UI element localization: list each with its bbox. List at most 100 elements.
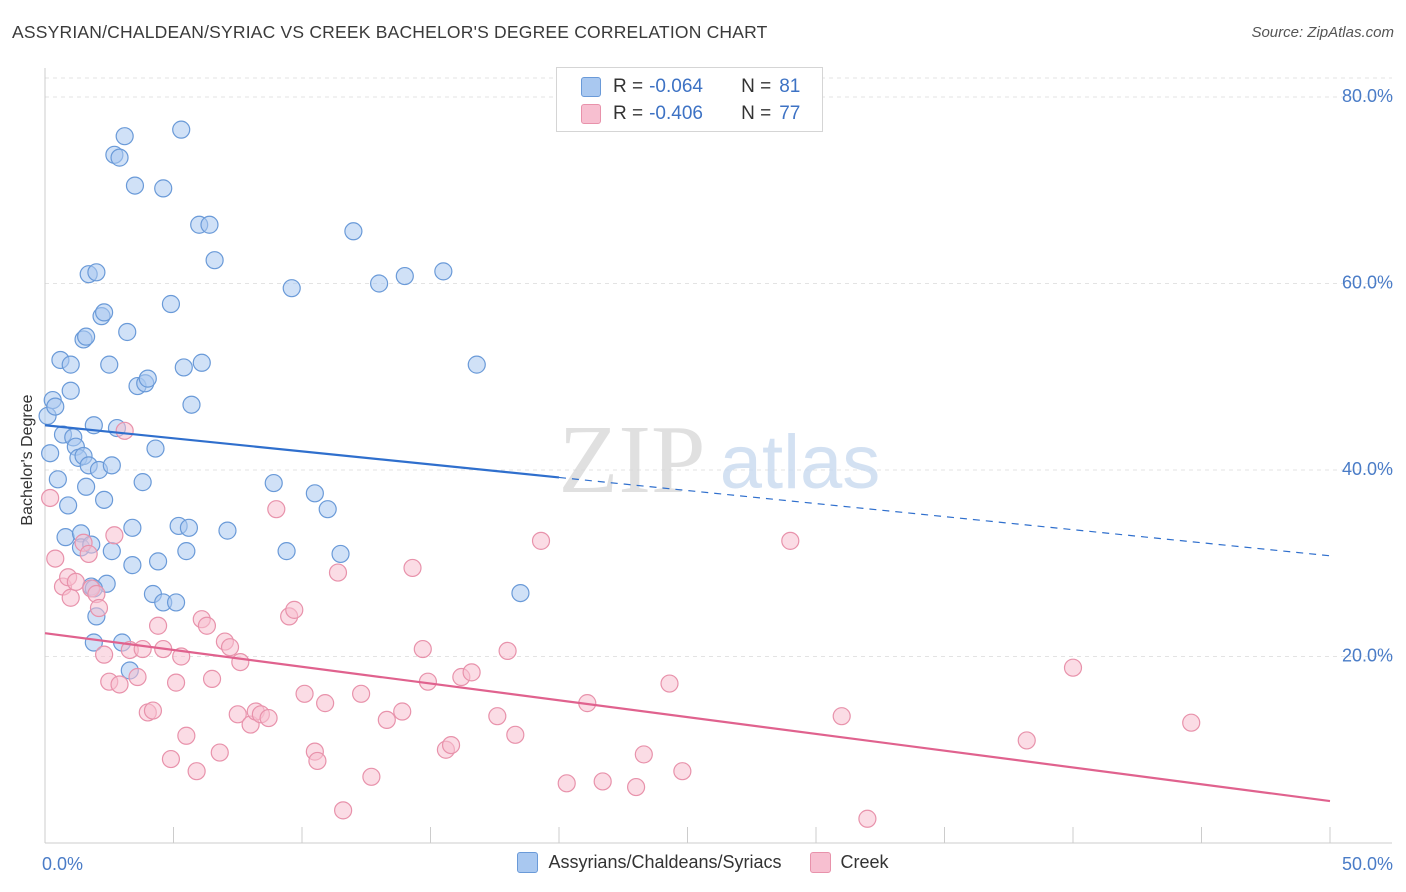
legend-n-label: N = xyxy=(741,76,772,97)
point-creek xyxy=(403,558,422,578)
x-tick-label-start: 0.0% xyxy=(42,854,83,874)
point-assyrians xyxy=(123,518,142,537)
legend-r-label: R = xyxy=(613,103,644,124)
point-creek xyxy=(89,598,109,618)
point-creek xyxy=(115,421,134,440)
series-legend: Assyrians/Chaldeans/Syriacs Creek xyxy=(0,852,1406,873)
point-creek xyxy=(781,531,800,550)
point-creek xyxy=(166,673,186,692)
legend-row-creek: R = -0.406 N = 77 xyxy=(581,101,800,127)
legend-r-value: -0.406 xyxy=(649,103,703,124)
point-assyrians xyxy=(77,477,96,496)
watermark-zip: ZIP xyxy=(559,406,706,514)
trend-lines xyxy=(44,424,1331,803)
point-creek xyxy=(202,669,222,688)
point-creek xyxy=(393,702,412,721)
point-creek xyxy=(462,663,481,682)
point-assyrians xyxy=(46,397,65,416)
point-assyrians xyxy=(277,542,296,561)
source-label: Source: ZipAtlas.com xyxy=(1251,24,1394,41)
point-assyrians xyxy=(61,381,80,400)
point-assyrians xyxy=(95,490,114,509)
point-assyrians xyxy=(282,279,301,298)
point-creek xyxy=(210,743,229,762)
point-creek xyxy=(267,500,286,519)
point-creek xyxy=(128,667,147,687)
point-creek xyxy=(61,588,80,607)
point-creek xyxy=(66,572,85,592)
point-creek xyxy=(1182,713,1201,732)
point-assyrians xyxy=(61,355,80,374)
point-creek xyxy=(362,767,381,786)
point-assyrians xyxy=(200,215,219,234)
point-assyrians xyxy=(434,262,453,281)
point-creek xyxy=(352,684,371,703)
point-assyrians xyxy=(100,355,119,374)
point-creek xyxy=(231,652,250,672)
point-assyrians xyxy=(148,552,168,571)
point-creek xyxy=(285,600,304,619)
point-assyrians xyxy=(48,470,67,489)
point-assyrians xyxy=(264,473,283,493)
legend-swatch-assyrians xyxy=(517,852,539,873)
point-assyrians xyxy=(161,294,181,314)
point-creek xyxy=(634,745,653,764)
point-creek xyxy=(557,774,576,793)
point-assyrians xyxy=(59,496,78,515)
y-tick-label: 40.0% xyxy=(1342,459,1393,479)
point-assyrians xyxy=(179,518,199,537)
point-assyrians xyxy=(172,120,191,139)
point-assyrians xyxy=(511,583,530,603)
point-creek xyxy=(488,707,507,726)
point-assyrians xyxy=(102,456,121,475)
point-assyrians xyxy=(123,556,142,575)
point-creek xyxy=(197,616,217,635)
point-assyrians xyxy=(146,439,165,458)
point-creek xyxy=(41,488,60,508)
y-tick-label: 20.0% xyxy=(1342,646,1393,666)
point-creek xyxy=(46,549,65,568)
point-creek xyxy=(660,674,679,693)
point-creek xyxy=(228,705,247,724)
point-assyrians xyxy=(102,542,121,561)
legend-item-assyrians[interactable]: Assyrians/Chaldeans/Syriacs xyxy=(517,852,782,873)
legend-n-value: 81 xyxy=(779,76,801,97)
point-creek xyxy=(133,639,152,659)
point-assyrians xyxy=(344,222,363,241)
point-assyrians xyxy=(56,528,75,547)
point-creek xyxy=(626,777,646,797)
legend-swatch-creek xyxy=(809,852,831,873)
point-creek xyxy=(832,707,851,726)
legend-swatch-creek xyxy=(581,104,601,124)
point-creek xyxy=(110,675,129,694)
point-creek xyxy=(308,751,327,771)
point-assyrians xyxy=(41,444,60,463)
legend-label-assyrians: Assyrians/Chaldeans/Syriacs xyxy=(548,852,782,872)
series-assyrians-points xyxy=(38,120,530,680)
legend-label-creek: Creek xyxy=(840,852,889,872)
point-assyrians xyxy=(77,327,96,346)
point-creek xyxy=(334,801,353,820)
legend-item-creek[interactable]: Creek xyxy=(809,852,889,873)
watermark-atlas: atlas xyxy=(720,420,881,505)
point-creek xyxy=(105,526,124,545)
point-assyrians xyxy=(166,593,186,612)
point-assyrians xyxy=(182,395,201,414)
point-creek xyxy=(259,708,278,728)
stats-legend: R = -0.064 N = 81 R = -0.406 N = 77 xyxy=(556,67,823,132)
trend-line-assyrians xyxy=(44,424,560,479)
legend-swatch-assyrians xyxy=(581,77,601,97)
point-assyrians xyxy=(118,322,137,342)
point-assyrians xyxy=(218,521,237,540)
point-creek xyxy=(143,701,163,720)
point-creek xyxy=(1063,658,1083,677)
point-creek xyxy=(413,639,432,659)
point-creek xyxy=(316,694,335,713)
point-creek xyxy=(328,563,348,582)
point-assyrians xyxy=(318,500,337,519)
point-creek xyxy=(673,762,692,781)
series-creek-points xyxy=(41,421,1201,828)
chart-title: ASSYRIAN/CHALDEAN/SYRIAC VS CREEK BACHEL… xyxy=(12,22,768,42)
y-tick-label: 60.0% xyxy=(1342,273,1393,293)
point-assyrians xyxy=(154,179,173,198)
